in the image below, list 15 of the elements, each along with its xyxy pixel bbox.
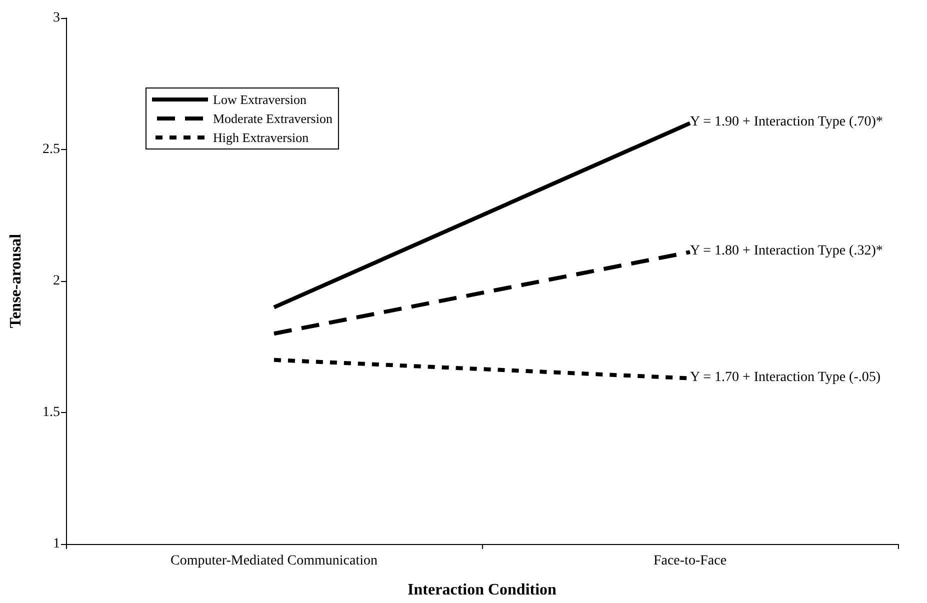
y-tick-label: 3 — [53, 10, 60, 26]
y-tick-label: 1 — [53, 536, 60, 552]
annotation: Y = 1.90 + Interaction Type (.70)* — [690, 114, 883, 130]
x-tick-label: Computer-Mediated Communication — [170, 554, 378, 568]
annotation: Y = 1.80 + Interaction Type (.32)* — [690, 244, 883, 259]
y-tick-label: 1.5 — [42, 405, 60, 420]
annotation: Y = 1.70 + Interaction Type (-.05) — [690, 370, 881, 385]
legend-label: High Extraversion — [213, 130, 310, 145]
legend-label: Low Extraversion — [213, 92, 307, 107]
y-axis-title: Tense-arousal — [8, 233, 24, 328]
legend-label: Moderate Extraversion — [213, 111, 333, 126]
y-tick-label: 2 — [53, 274, 60, 288]
x-tick-label: Face-to-Face — [653, 554, 727, 568]
y-tick-label: 2.5 — [42, 142, 60, 157]
x-axis-title: Interaction Condition — [408, 582, 557, 598]
